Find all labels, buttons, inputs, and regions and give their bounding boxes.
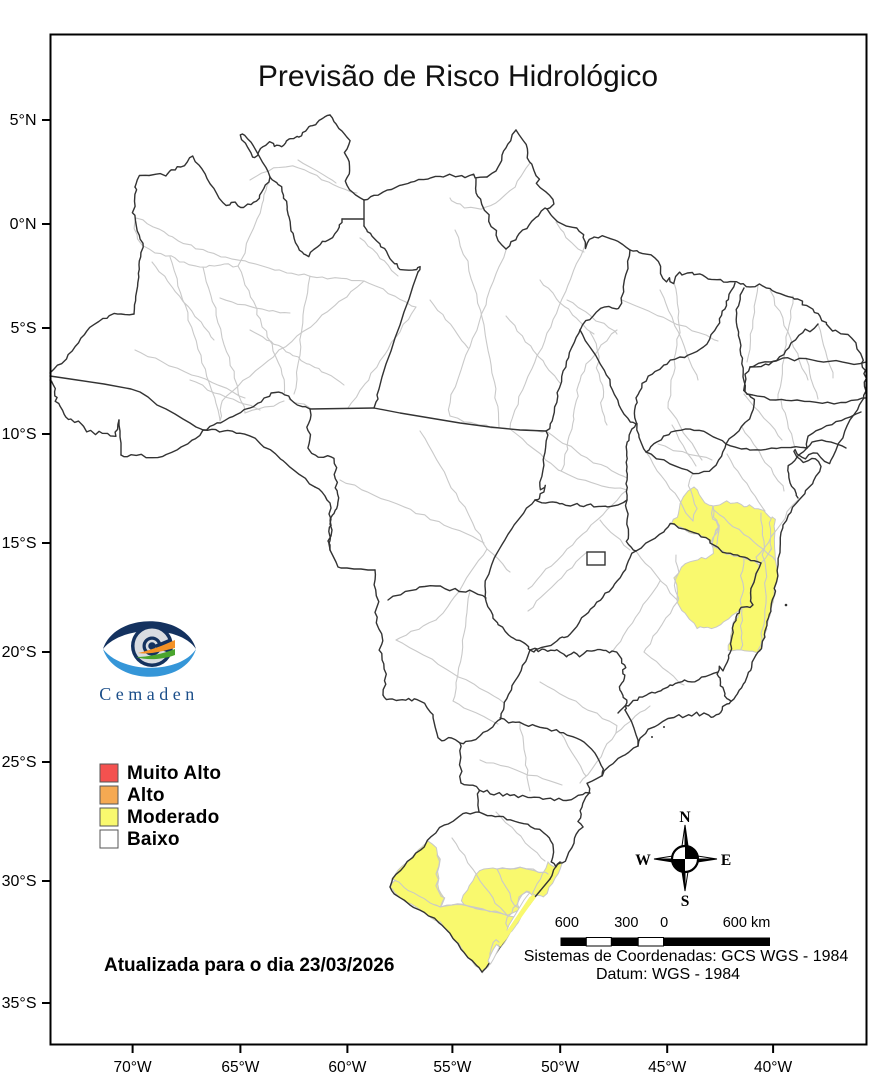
svg-text:50°W: 50°W	[541, 1059, 579, 1076]
svg-text:65°W: 65°W	[221, 1059, 259, 1076]
svg-text:40°W: 40°W	[754, 1059, 792, 1076]
svg-text:60°W: 60°W	[328, 1059, 366, 1076]
svg-text:Previsão de Risco Hidrológico: Previsão de Risco Hidrológico	[258, 60, 658, 93]
svg-text:5°S: 5°S	[11, 320, 37, 337]
svg-text:E: E	[721, 852, 731, 869]
svg-text:30°S: 30°S	[2, 873, 37, 890]
svg-text:Moderado: Moderado	[127, 807, 219, 828]
svg-text:70°W: 70°W	[114, 1059, 152, 1076]
svg-text:20°S: 20°S	[2, 644, 37, 661]
svg-text:Sistemas de Coordenadas: GCS W: Sistemas de Coordenadas: GCS WGS - 1984	[524, 948, 849, 965]
svg-text:Muito Alto: Muito Alto	[127, 763, 221, 784]
svg-text:25°S: 25°S	[2, 754, 37, 771]
svg-text:0: 0	[660, 915, 668, 931]
svg-text:15°S: 15°S	[2, 535, 37, 552]
svg-text:Cemaden: Cemaden	[99, 684, 198, 704]
svg-text:0°N: 0°N	[10, 216, 37, 233]
svg-text:W: W	[635, 852, 651, 869]
svg-text:600: 600	[555, 915, 579, 931]
svg-text:N: N	[679, 809, 690, 826]
svg-text:Datum: WGS - 1984: Datum: WGS - 1984	[596, 966, 740, 983]
svg-text:10°S: 10°S	[2, 426, 37, 443]
svg-text:5°N: 5°N	[10, 112, 37, 129]
svg-text:55°W: 55°W	[433, 1059, 471, 1076]
svg-text:45°W: 45°W	[648, 1059, 686, 1076]
svg-text:Baixo: Baixo	[127, 829, 180, 850]
svg-text:35°S: 35°S	[2, 995, 37, 1012]
svg-text:Atualizada para o dia 23/03/20: Atualizada para o dia 23/03/2026	[104, 955, 394, 976]
svg-text:600 km: 600 km	[723, 915, 771, 931]
svg-text:300: 300	[614, 915, 638, 931]
svg-text:S: S	[681, 893, 690, 910]
svg-text:Alto: Alto	[127, 785, 165, 806]
